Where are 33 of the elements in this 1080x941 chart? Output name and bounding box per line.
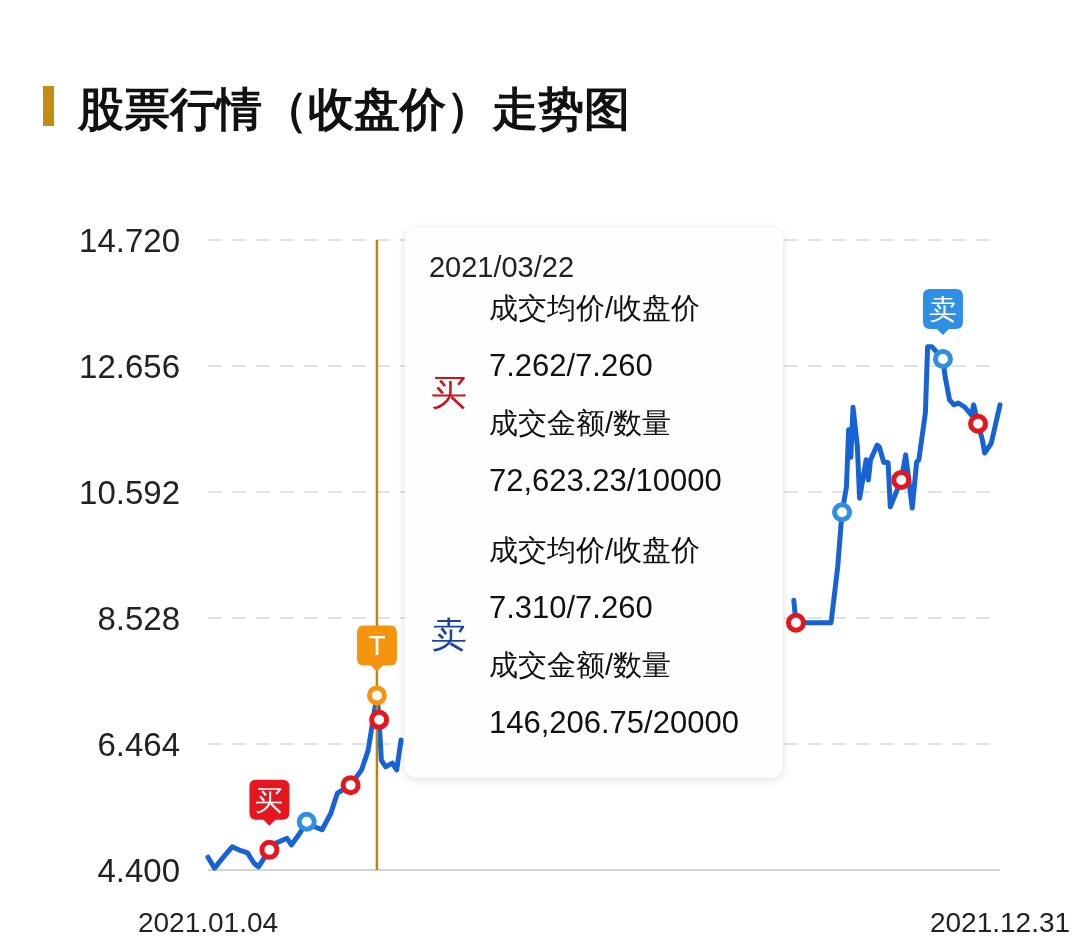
y-tick-label: 4.400 xyxy=(97,852,180,889)
annotation: 买 xyxy=(430,372,467,413)
chart-title: 股票行情（收盘价）走势图 xyxy=(77,83,630,135)
annotation: 成交均价/收盘价 xyxy=(488,292,700,324)
annotation: 7.310/7.260 xyxy=(488,589,653,625)
point xyxy=(366,685,387,706)
y-tick-label: 6.464 xyxy=(97,726,180,763)
annotation: 成交均价/收盘价 xyxy=(488,534,700,566)
point xyxy=(932,349,953,370)
annotation: 买 xyxy=(255,784,284,816)
x-tick-label: 2021.01.04 xyxy=(137,907,279,938)
annotation: 卖 xyxy=(430,614,467,655)
x-tick-label: 2021.12.31 xyxy=(929,907,1071,938)
annotation: 卖 xyxy=(928,294,957,326)
y-tick-label: 12.656 xyxy=(79,348,180,385)
point xyxy=(832,502,853,523)
point xyxy=(296,811,317,832)
point xyxy=(968,413,989,434)
y-tick-label: 8.528 xyxy=(97,600,180,637)
annotation: 成交金额/数量 xyxy=(488,649,671,681)
point xyxy=(259,839,280,860)
annotation: 72,623.23/10000 xyxy=(488,462,722,498)
annotation: 7.262/7.260 xyxy=(488,347,653,383)
y-tick-label: 10.592 xyxy=(79,474,180,511)
annotation: 成交金额/数量 xyxy=(488,407,671,439)
annotation: T xyxy=(368,630,386,662)
point xyxy=(785,612,806,633)
ref-line-label: 2021/03/22 xyxy=(428,251,575,283)
point xyxy=(369,709,390,730)
point xyxy=(340,775,361,796)
annotation: 146,206.75/20000 xyxy=(488,704,739,740)
y-tick-label: 14.720 xyxy=(79,222,180,259)
point xyxy=(891,469,912,490)
